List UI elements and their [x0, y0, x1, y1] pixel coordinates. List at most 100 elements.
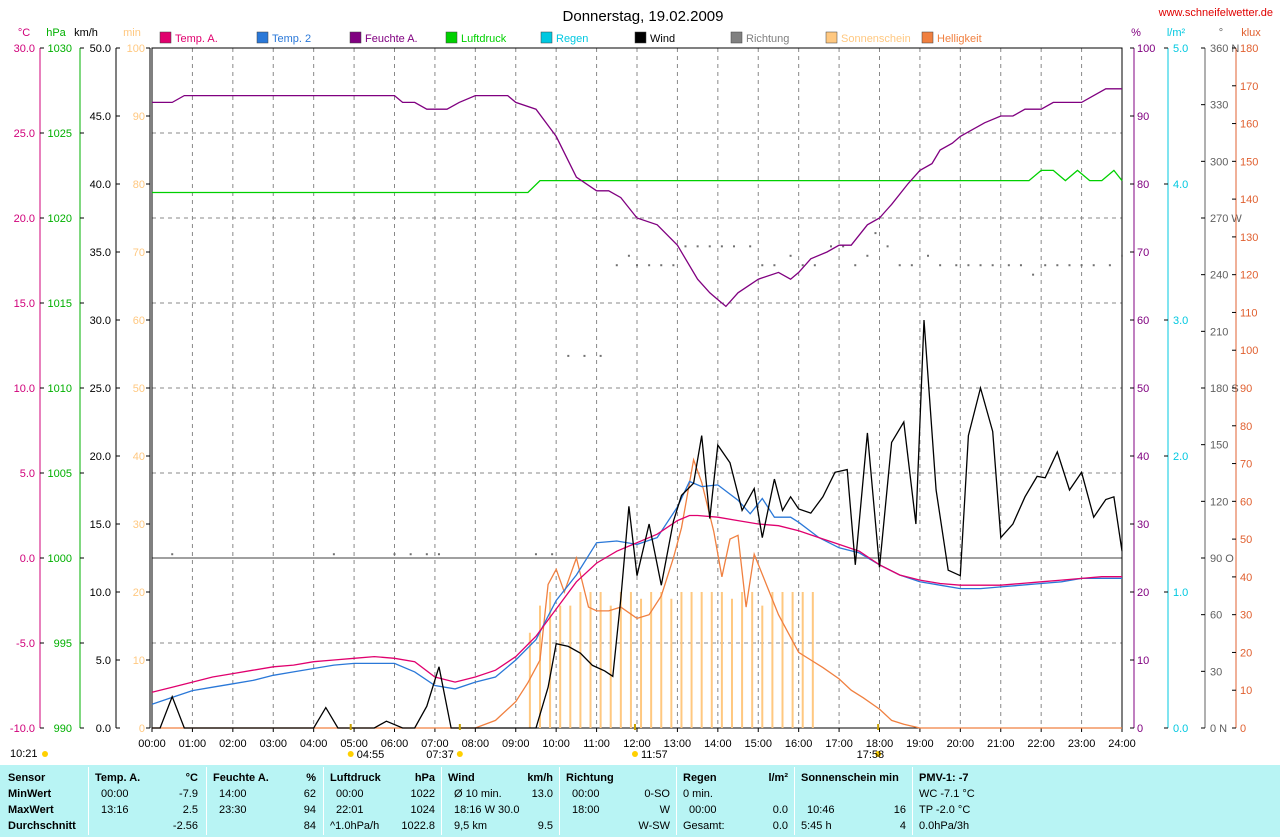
- stats-direction-max-value: W: [659, 804, 670, 816]
- stats-rain-total-value: 0.0: [772, 820, 788, 832]
- stats-wind-avg10-value: 13.0: [531, 788, 553, 800]
- lux-tick-label: 30: [1240, 610, 1252, 622]
- series-wind: [152, 319, 1123, 729]
- direction-tick-label: 330: [1210, 100, 1228, 112]
- chart-legend: Temp. A. Temp. 2 Feuchte A. Luftdruck Regen W…: [159, 31, 982, 45]
- stats-sunshine-max-value: 16: [893, 804, 906, 816]
- stats-wind-max: 18:16 W 30.0: [454, 804, 520, 816]
- rain-tick-label: 0.0: [1173, 723, 1188, 735]
- sun-icon: [42, 751, 48, 757]
- legend-swatch: [634, 31, 647, 44]
- stats-temp-min-time: 00:00: [101, 788, 129, 800]
- direction-tick-label: 60: [1210, 610, 1222, 622]
- direction-tick-label: 180 S: [1210, 383, 1239, 395]
- y-axes: 30.025.020.015.010.05.00.0-5.0-10.010301…: [10, 43, 1258, 735]
- stats-wind-header: Wind: [448, 772, 475, 784]
- temp-tick-label: 20.0: [14, 213, 35, 225]
- stats-rain-duration: 0 min.: [683, 788, 713, 800]
- direction-dot: [979, 264, 982, 267]
- stats-wind-unit: km/h: [527, 772, 553, 784]
- stats-rain-unit: l/m²: [768, 772, 788, 784]
- x-tick-label: 01:00: [179, 738, 207, 750]
- humidity-tick-label: 50: [1137, 383, 1149, 395]
- pressure-tick-label: 1000: [48, 553, 72, 565]
- stats-pressure-unit: hPa: [414, 772, 435, 784]
- stats-pressure-avg-value: 1022.8: [401, 820, 435, 832]
- direction-dot: [939, 264, 942, 267]
- direction-dot: [393, 553, 396, 556]
- series-temp-a: [151, 514, 1122, 693]
- lux-tick-label: 120: [1240, 270, 1258, 282]
- sun-unit-label: min: [123, 27, 141, 39]
- direction-unit-label: °: [1219, 27, 1223, 39]
- wind-tick-label: 35.0: [90, 247, 111, 259]
- x-tick-label: 12:00: [623, 738, 651, 750]
- humidity-unit-label: %: [1131, 27, 1141, 39]
- direction-dot: [801, 264, 804, 267]
- sun-tick-label: 10: [133, 655, 145, 667]
- direction-dot: [1092, 264, 1095, 267]
- wind-tick-label: 5.0: [96, 655, 111, 667]
- stats-direction-avg-value: W-SW: [638, 820, 670, 832]
- x-tick-label: 00:00: [138, 738, 166, 750]
- lux-tick-label: 20: [1240, 647, 1252, 659]
- humidity-tick-label: 80: [1137, 179, 1149, 191]
- lux-unit-label: klux: [1241, 27, 1261, 39]
- direction-tick-label: 30: [1210, 666, 1222, 678]
- humidity-tick-label: 0: [1137, 723, 1143, 735]
- x-tick-label: 13:00: [664, 738, 692, 750]
- x-axis: 00:00 01:00 02:00 03:00 04:00 05:00 06:00 07:00…: [138, 728, 1136, 750]
- x-tick-label: 11:00: [583, 738, 610, 750]
- wind-tick-label: 30.0: [90, 315, 111, 327]
- sun-tick-label: 30: [133, 519, 145, 531]
- stats-humidity-unit: %: [306, 772, 316, 784]
- legend-label: Feuchte A.: [365, 33, 418, 45]
- direction-dot: [332, 553, 335, 556]
- series-helligkeit: [152, 457, 1122, 729]
- direction-dot: [696, 245, 699, 248]
- legend-swatch: [445, 31, 458, 44]
- lux-tick-label: 70: [1240, 459, 1252, 471]
- x-tick-label: 21:00: [987, 738, 1015, 750]
- legend-label: Sonnenschein: [841, 33, 911, 45]
- direction-dot: [773, 264, 776, 267]
- direction-dot: [830, 245, 832, 248]
- stats-temp-min-value: -7.9: [179, 788, 198, 800]
- stats-pressure-min-value: 1022: [410, 788, 435, 800]
- lux-tick-label: 180: [1240, 43, 1258, 55]
- stats-humidity-avg-value: 84: [303, 820, 316, 832]
- dawn-marker-label: 04:55: [357, 749, 385, 761]
- humidity-tick-label: 100: [1137, 43, 1155, 55]
- temp-tick-label: -10.0: [10, 723, 35, 735]
- sun-icon: [631, 751, 638, 757]
- direction-tick-label: 300: [1210, 156, 1228, 168]
- stats-pressure-max-value: 1024: [410, 804, 435, 816]
- humidity-tick-label: 10: [1137, 655, 1149, 667]
- stats-sensor-header: Sensor: [8, 772, 46, 784]
- stats-wind-column: Wind km/h Ø 10 min. 13.0 18:16 W 30.0 9,…: [442, 765, 559, 837]
- humidity-tick-label: 70: [1137, 247, 1149, 259]
- legend-label: Luftdruck: [461, 33, 507, 45]
- temp-tick-label: 25.0: [14, 128, 35, 140]
- direction-dot: [615, 264, 618, 267]
- stats-direction-max-time: 18:00: [572, 804, 600, 816]
- sunset-marker-label: 17:58: [857, 749, 885, 761]
- direction-tick-label: 270 W: [1210, 213, 1242, 225]
- direction-dot: [1108, 264, 1111, 267]
- legend-swatch: [730, 31, 743, 44]
- direction-dot: [749, 245, 752, 248]
- direction-dot: [684, 245, 687, 248]
- legend-swatch: [825, 31, 838, 44]
- stats-pressure-max-time: 22:01: [336, 804, 364, 816]
- stats-rain-header: Regen: [683, 772, 717, 784]
- direction-dot: [648, 264, 651, 267]
- sun-tick-label: 40: [133, 451, 145, 463]
- direction-dot: [599, 354, 602, 357]
- pressure-tick-label: 990: [54, 723, 72, 735]
- direction-tick-label: 360 N: [1210, 43, 1239, 55]
- plot-area: [151, 88, 1123, 729]
- statistics-panel: Sensor MinWert MaxWert Durchschnitt Temp…: [0, 765, 1280, 837]
- wind-tick-label: 10.0: [90, 587, 111, 599]
- temp-tick-label: 0.0: [20, 553, 35, 565]
- direction-dot: [1121, 254, 1123, 257]
